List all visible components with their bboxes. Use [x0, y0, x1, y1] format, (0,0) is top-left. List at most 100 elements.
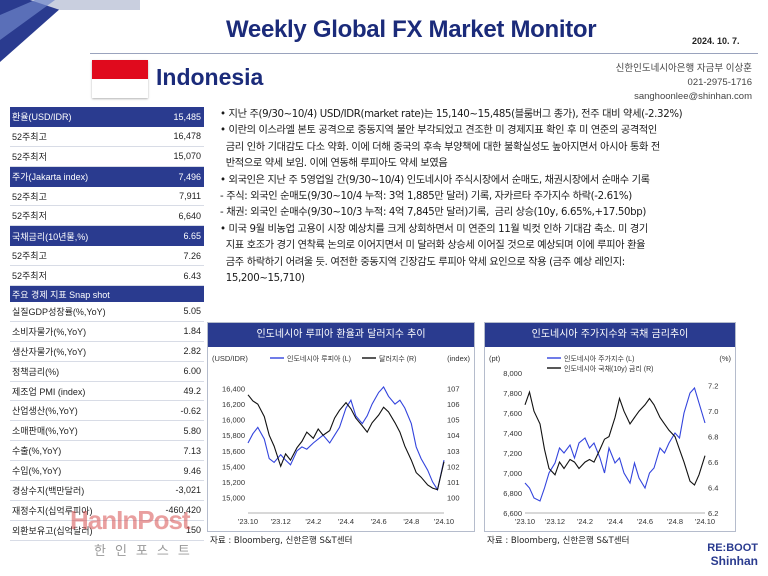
contact-email: sanghoonlee@shinhan.com: [634, 91, 752, 102]
legend-label: 인도네시아 루피아 (L): [287, 354, 351, 363]
x-tick-label: '24.10: [695, 517, 715, 526]
table-section-header: 국채금리(10년물,%) 6.65: [10, 226, 204, 247]
row-value: 15,070: [173, 151, 201, 162]
row-label: 산업생산(%,YoY): [12, 406, 78, 417]
y2-tick-label: 105: [447, 416, 460, 425]
table-row: 52주최저 6,640: [10, 206, 204, 227]
row-value: 5.05: [183, 306, 201, 317]
y2-tick-label: 104: [447, 431, 460, 440]
row-label: 외환보유고(십억달러): [12, 525, 93, 536]
row-value: -0.62: [180, 405, 201, 416]
legend-label: 인도네시아 국채(10y) 금리 (R): [564, 364, 653, 373]
y-tick-label: 16,200: [222, 400, 245, 409]
row-label: 국채금리(10년물,%): [12, 231, 89, 242]
table-row: 재정수지(십억루피아) -460,420: [10, 501, 204, 521]
row-value: 15,485: [173, 111, 201, 122]
row-label: 주요 경제 지표 Snap shot: [12, 289, 110, 300]
row-label: 주가(Jakarta index): [12, 172, 89, 183]
header-decoration: [0, 0, 140, 62]
brand-logo: RE:BOOT Shinhan: [707, 542, 758, 568]
indicator-table: 환율(USD/IDR) 15,485 52주최고 16,478 52주최저 15,070 주…: [10, 107, 204, 541]
x-tick-label: '24.4: [338, 517, 354, 526]
chart-source: 자료 : Bloomberg, 신한은행 S&T센터: [210, 536, 353, 546]
row-value: 7,496: [178, 171, 201, 182]
legend-label: 달러지수 (R): [379, 354, 416, 363]
y-tick-label: 6,800: [503, 489, 522, 498]
table-row: 소비자물가(%,YoY) 1.84: [10, 322, 204, 342]
right-axis-label: (%): [719, 354, 731, 363]
report-date: 2024. 10. 7.: [692, 36, 740, 46]
y2-tick-label: 100: [447, 493, 460, 502]
chart-title: 인도네시아 주가지수와 국채 금리추이: [485, 323, 735, 347]
y-tick-label: 6,600: [503, 509, 522, 518]
x-tick-label: '24.6: [637, 517, 653, 526]
commentary-line: • 이란의 이스라엘 본토 공격으로 중동지역 불안 부각되었고 견조한 미 경…: [220, 125, 657, 137]
table-row: 제조업 PMI (index) 49.2: [10, 382, 204, 402]
x-tick-label: '24.8: [667, 517, 683, 526]
chart-source: 자료 : Bloomberg, 신한은행 S&T센터: [487, 536, 630, 546]
y-tick-label: 7,200: [503, 449, 522, 458]
table-row: 수출(%,YoY) 7.13: [10, 441, 204, 462]
row-label: 52주최저: [12, 271, 47, 282]
y2-tick-label: 101: [447, 478, 460, 487]
legend-label: 인도네시아 주가지수 (L): [564, 354, 634, 363]
row-label: 52주최고: [12, 191, 47, 202]
commentary-line: 반적으로 약세 보임. 이에 연동해 루피아도 약세 보였음: [220, 158, 448, 170]
commentary-line: 금주 하락하기 어려울 듯. 여전한 중동지역 긴장감도 루피아 약세 요인으로…: [220, 256, 625, 268]
series-line-0: [524, 386, 706, 502]
row-label: 생산자물가(%,YoY): [12, 346, 87, 357]
x-tick-label: '24.8: [403, 517, 419, 526]
row-label: 52주최저: [12, 211, 47, 222]
table-row: 경상수지(백만달러) -3,021: [10, 481, 204, 501]
commentary-line: • 외국인은 지난 주 5영업일 간(9/30~10/4) 인도네시아 주식시장…: [220, 174, 650, 186]
contact-phone: 021-2975-1716: [687, 77, 752, 88]
row-label: 재정수지(십억루피아): [12, 505, 93, 516]
row-label: 소매판매(%,YoY): [12, 426, 78, 437]
table-row: 실질GDP성장률(%,YoY) 5.05: [10, 302, 204, 322]
table-section-header: 주요 경제 지표 Snap shot: [10, 286, 204, 303]
brand-bottom: Shinhan: [710, 554, 758, 568]
row-label: 제조업 PMI (index): [12, 386, 86, 397]
series-line-1: [247, 394, 445, 491]
row-value: 2.82: [183, 346, 201, 357]
y-tick-label: 7,000: [503, 469, 522, 478]
table-row: 산업생산(%,YoY) -0.62: [10, 401, 204, 422]
y2-tick-label: 6.4: [708, 484, 718, 493]
fx-chart: (USD/IDR) (index) 인도네시아 루피아 (L) 달러지수 (R) 15,…: [212, 354, 470, 526]
row-value: 16,478: [173, 131, 201, 142]
commentary-line: • 미국 9월 비농업 고용이 시장 예상치를 크게 상회하면서 미 연준의 1…: [220, 223, 648, 235]
row-value: 150: [185, 525, 201, 536]
table-section-header: 환율(USD/IDR) 15,485: [10, 107, 204, 127]
market-commentary: • 지난 주(9/30~10/4) USD/IDR(market rate)는 …: [220, 107, 740, 287]
row-label: 수출(%,YoY): [12, 446, 62, 457]
y-tick-label: 7,400: [503, 429, 522, 438]
row-value: 1.84: [183, 326, 201, 337]
row-value: 9.46: [183, 465, 201, 476]
row-value: -460,420: [165, 505, 201, 516]
y2-tick-label: 7.0: [708, 407, 718, 416]
x-tick-label: '24.4: [607, 517, 623, 526]
x-tick-label: '24.10: [434, 517, 454, 526]
contact-author: 신한인도네시아은행 자금부 이상훈: [615, 63, 752, 74]
row-value: 5.80: [183, 425, 201, 436]
y-tick-label: 8,000: [503, 369, 522, 378]
table-row: 52주최고 7,911: [10, 187, 204, 207]
y2-tick-label: 102: [447, 462, 460, 471]
page-title: Weekly Global FX Market Monitor: [226, 16, 597, 43]
chart-panel-stock: 인도네시아 주가지수와 국채 금리추이 (pt) (%) 인도네시아 주가지수 (L…: [484, 322, 736, 532]
indonesia-flag-icon: [92, 60, 148, 98]
y2-tick-label: 6.2: [708, 509, 718, 518]
left-axis-label: (USD/IDR): [212, 354, 248, 363]
row-label: 52주최고: [12, 251, 47, 262]
row-value: 7.26: [183, 250, 201, 261]
y2-tick-label: 107: [447, 385, 460, 394]
y-tick-label: 15,400: [222, 462, 245, 471]
chart-panel-fx: 인도네시아 루피아 환율과 달러지수 추이 (USD/IDR) (index) 인도…: [207, 322, 475, 532]
table-row: 소매판매(%,YoY) 5.80: [10, 421, 204, 442]
table-row: 52주최고 16,478: [10, 127, 204, 147]
header-divider: [90, 53, 758, 54]
row-label: 정책금리(%): [12, 366, 60, 377]
row-value: 6,640: [178, 210, 201, 221]
row-value: 6.43: [183, 270, 201, 281]
table-row: 52주최저 6.43: [10, 266, 204, 287]
